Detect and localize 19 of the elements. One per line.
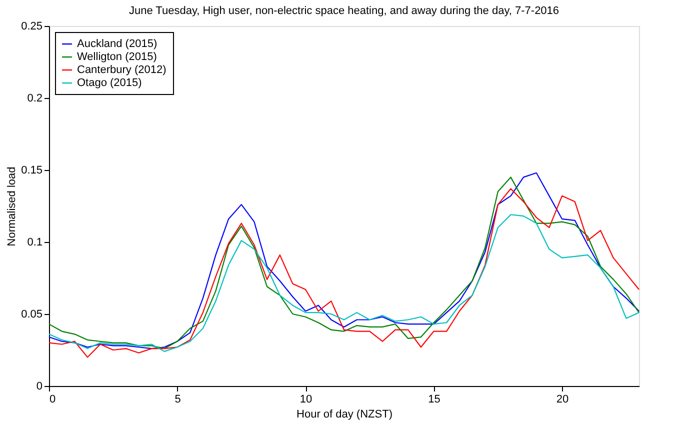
chart-title: June Tuesday, High user, non-electric space heating, and away during the day, 7-7-2016 [128,5,560,17]
y-tick-label: 0.05 [21,308,42,320]
y-tick-label: 0.25 [21,20,42,32]
y-tick-label: 0.15 [21,164,42,176]
legend-label: Welligton (2015) [77,51,157,63]
legend-label: Auckland (2015) [77,38,158,50]
y-tick-label: 0 [36,380,42,392]
y-axis-title: Normalised load [6,166,18,246]
line-series [48,214,640,352]
y-tick-label: 0.1 [27,236,42,248]
x-tick-label: 5 [174,394,181,406]
legend-label: Otago (2015) [77,77,142,89]
y-tick-label: 0.2 [27,92,42,104]
x-tick-label: 15 [428,394,440,406]
x-tick-label: 0 [50,394,56,406]
x-tick-label: 20 [556,394,569,406]
x-tick-label: 10 [300,394,312,406]
legend-label: Canterbury (2012) [77,64,166,76]
x-axis-title: Hour of day (NZST) [296,408,392,420]
